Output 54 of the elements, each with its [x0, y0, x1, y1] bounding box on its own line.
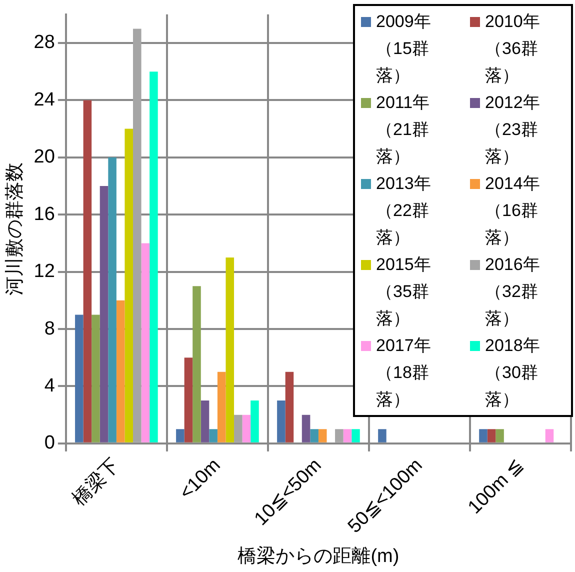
y-tick-label: 28: [34, 32, 55, 54]
legend-label: 2014年（16群落）: [485, 173, 541, 249]
bar: [209, 429, 218, 442]
x-axis-title: 橋梁からの距離(m): [238, 544, 400, 567]
bar: [285, 372, 294, 442]
bar: [226, 258, 234, 442]
y-tick-label: 16: [34, 204, 55, 225]
x-tick-label: 橋梁下: [68, 454, 124, 510]
y-tick-label: 12: [34, 261, 55, 282]
legend-label: 2017年（18群落）: [376, 335, 432, 411]
bar: [545, 429, 554, 442]
bar: [250, 400, 259, 442]
bar: [176, 429, 184, 442]
y-tick-label: 24: [34, 89, 56, 110]
bar: [234, 414, 242, 442]
bar: [217, 372, 226, 442]
bar: [302, 414, 310, 442]
bar: [343, 429, 352, 442]
bar: [150, 72, 158, 442]
bar: [108, 157, 116, 442]
bar: [124, 128, 134, 442]
y-tick-label: 4: [44, 375, 56, 396]
legend-label: 2018年（30群落）: [485, 335, 541, 411]
bar: [487, 429, 496, 442]
bar: [242, 414, 251, 442]
bar: [200, 400, 210, 442]
bar: [378, 429, 386, 442]
bar: [352, 429, 360, 442]
bar: [192, 286, 201, 442]
bar: [496, 429, 504, 442]
bar: [83, 100, 92, 442]
bar: [277, 400, 286, 442]
y-tick-label: 8: [44, 318, 55, 340]
bar: [100, 186, 108, 442]
bar: [310, 429, 318, 442]
legend-label: 2016年（32群落）: [485, 254, 541, 330]
legend-label: 2013年（22群落）: [376, 173, 432, 249]
legend-label: 2015年（35群落）: [376, 254, 432, 330]
bar: [479, 429, 488, 442]
legend-label: 2012年（23群落）: [485, 92, 541, 168]
legend-label: 2011年（21群落）: [376, 92, 431, 168]
bar: [335, 429, 344, 442]
y-axis-title: 河川敷の群落数: [4, 162, 26, 296]
bar: [318, 429, 327, 442]
bar: [92, 314, 100, 442]
bar: [141, 243, 150, 442]
legend-label: 2009年（15群落）: [376, 11, 432, 87]
bar: [116, 300, 125, 442]
y-tick-label: 20: [34, 146, 55, 168]
bar: [184, 358, 193, 442]
y-tick-label: 0: [44, 432, 55, 454]
legend-label: 2010年（36群落）: [485, 11, 541, 87]
bar: [133, 28, 142, 442]
bar: [75, 314, 84, 442]
